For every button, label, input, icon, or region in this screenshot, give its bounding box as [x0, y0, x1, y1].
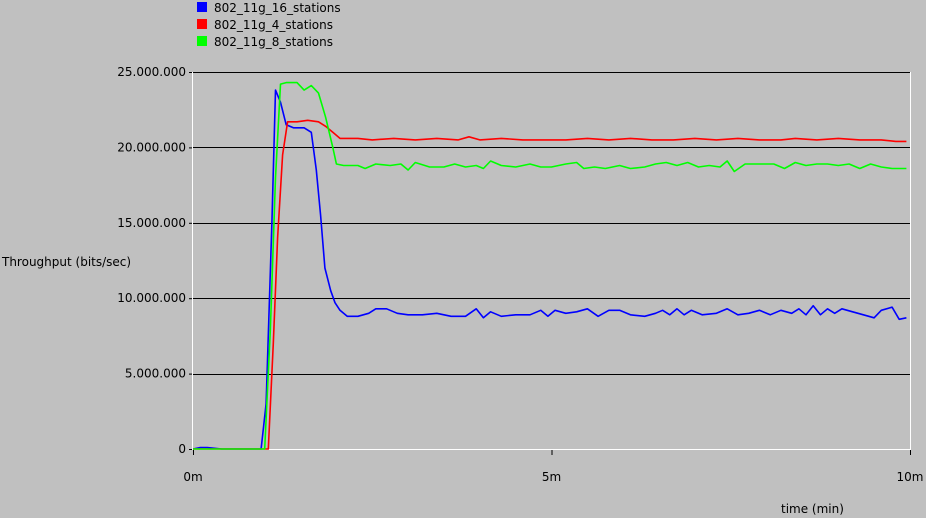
legend-swatch-0 [197, 2, 207, 12]
y-tick-label-2: 10.000.000 [117, 291, 186, 305]
y-axis-label: Throughput (bits/sec) [1, 255, 131, 269]
legend-label-2: 802_11g_8_stations [214, 35, 333, 49]
y-tick-label-3: 15.000.000 [117, 216, 186, 230]
y-axis-ticks: 0 5.000.000 10.000.000 15.000.000 20.000.000… [117, 65, 192, 456]
grid-lines [193, 72, 910, 375]
y-tick-label-0: 0 [178, 442, 186, 456]
legend-swatch-1 [197, 19, 207, 29]
series-line-802_11g_4_stations [193, 119, 907, 450]
x-axis-label: time (min) [781, 502, 844, 516]
y-tick-label-5: 25.000.000 [117, 65, 186, 79]
series-line-802_11g_16_stations [192, 89, 907, 450]
plot-area [193, 72, 910, 449]
x-tick-label-2: 10m [897, 470, 924, 484]
y-tick-label-4: 20.000.000 [117, 140, 186, 154]
x-tick-label-1: 5m [542, 470, 561, 484]
legend: 802_11g_16_stations 802_11g_4_stations 802… [197, 1, 341, 49]
x-tick-label-0: 0m [183, 470, 202, 484]
series-line-802_11g_8_stations [193, 81, 907, 450]
y-tick-label-1: 5.000.000 [125, 367, 186, 381]
axes [192, 72, 911, 450]
series-lines [192, 81, 907, 450]
legend-label-0: 802_11g_16_stations [214, 1, 341, 15]
x-axis-ticks: 0m 5m 10m [183, 450, 923, 484]
legend-swatch-2 [197, 36, 207, 46]
legend-label-1: 802_11g_4_stations [214, 18, 333, 32]
